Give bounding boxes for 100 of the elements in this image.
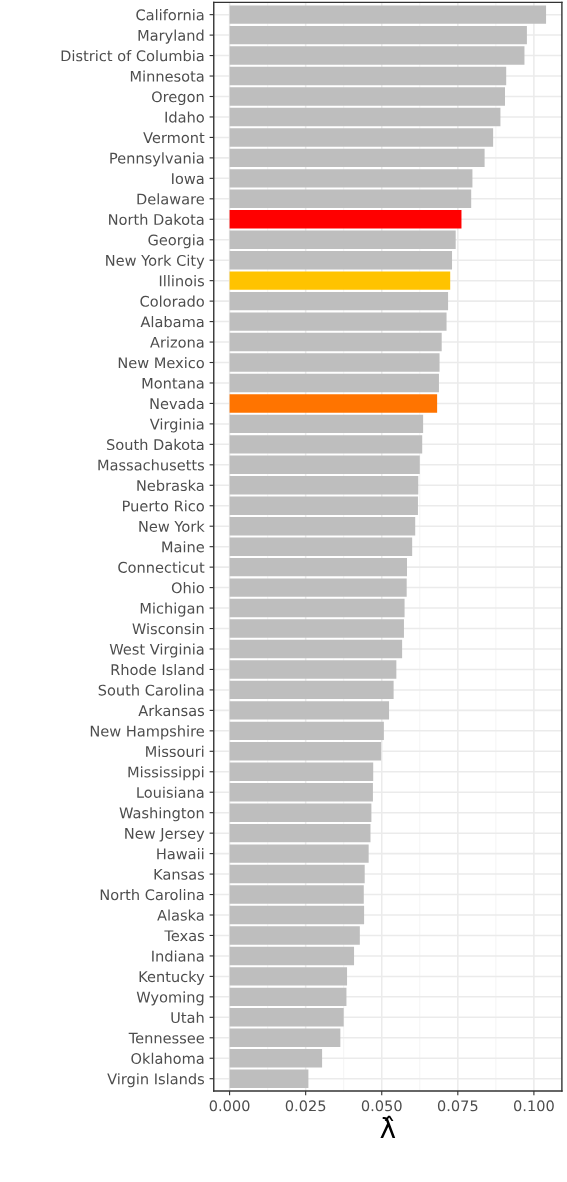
y-tick-label: Virginia (149, 418, 204, 433)
bar (229, 680, 394, 700)
bar (229, 967, 348, 986)
y-tick-label: Nebraska (137, 479, 204, 492)
bar (229, 46, 525, 65)
y-tick-label: Indiana (152, 950, 204, 962)
bar (229, 537, 413, 556)
y-tick-label: West Virginia (109, 643, 204, 658)
y-tick-label: Rhode Island (111, 663, 204, 676)
bar (229, 291, 449, 311)
bar (229, 332, 442, 352)
y-tick-label: North Carolina (100, 889, 204, 901)
bar (229, 783, 373, 802)
bar (229, 25, 527, 45)
y-tick-label: Idaho (165, 111, 204, 123)
y-tick-label: Arkansas (138, 704, 205, 717)
y-tick-label: District of Columbia (61, 50, 204, 62)
y-tick-label: Illinois (159, 275, 205, 287)
bar (229, 844, 369, 863)
y-tick-label: Nevada (150, 397, 204, 410)
y-tick-label: Delaware (137, 193, 204, 205)
bar (229, 230, 456, 249)
y-tick-label: South Dakota (107, 438, 204, 451)
y-tick-label: Utah (171, 1011, 204, 1024)
y-tick-label: New Hampshire (90, 725, 204, 740)
y-tick-label: Pennsylvania (110, 152, 204, 167)
bar (229, 312, 447, 331)
bar (229, 394, 438, 413)
y-tick-label: Montana (142, 377, 204, 389)
y-tick-label: New Jersey (125, 828, 205, 842)
bar (229, 660, 397, 679)
y-tick-label: Oregon (152, 91, 204, 106)
bar (229, 803, 372, 822)
x-tick-label: 0.100 (513, 1100, 554, 1112)
y-tick-label: Mississippi (128, 766, 204, 781)
y-tick-label: New York (139, 520, 205, 532)
y-tick-label: Ohio (171, 582, 204, 594)
y-tick-label: Kansas (154, 868, 205, 880)
bar (229, 107, 501, 127)
bar (229, 721, 384, 741)
bar (229, 189, 472, 209)
bar (229, 87, 505, 106)
bar (229, 1028, 341, 1047)
bar (229, 926, 360, 945)
y-tick-label: Georgia (148, 234, 204, 249)
bar (229, 1008, 344, 1027)
bar (229, 639, 403, 659)
bar (229, 373, 439, 393)
y-tick-label: Kentucky (139, 970, 205, 985)
y-tick-label: Wisconsin (132, 622, 204, 635)
y-tick-label: Alabama (140, 316, 204, 328)
bar (229, 435, 423, 454)
y-tick-label: Minnesota (130, 70, 204, 82)
bar (229, 905, 365, 925)
bar (229, 353, 440, 372)
x-tick-label: 0.050 (361, 1100, 402, 1112)
y-tick-label: Michigan (140, 602, 204, 617)
y-tick-label: New York City (106, 254, 205, 269)
y-tick-label: Texas (164, 930, 205, 942)
bar (229, 598, 405, 618)
bar (229, 987, 347, 1007)
y-tick-label: Massachusetts (98, 459, 205, 471)
y-tick-label: Colorado (140, 295, 204, 307)
y-tick-label: Washington (119, 807, 204, 822)
y-tick-label: Connecticut (118, 561, 205, 573)
y-tick-label: South Carolina (98, 684, 204, 696)
y-tick-label: Arizona (150, 336, 204, 348)
bar (229, 864, 365, 884)
bar (229, 210, 462, 229)
y-tick-label: North Dakota (109, 213, 204, 226)
y-tick-label: Maryland (138, 29, 204, 44)
y-tick-label: Vermont (143, 132, 205, 144)
bar (229, 557, 407, 577)
bar (229, 1069, 309, 1088)
y-tick-label: Alaska (157, 909, 204, 921)
x-tick-label: 0.025 (285, 1100, 326, 1112)
bar (229, 701, 390, 720)
y-tick-label: Missouri (146, 745, 204, 758)
bar (229, 5, 547, 24)
bar (229, 66, 507, 86)
bar (229, 742, 382, 761)
y-tick-label: Virgin Islands (107, 1073, 205, 1088)
bar (229, 496, 418, 515)
y-tick-label: California (136, 9, 204, 21)
bar (229, 578, 407, 597)
x-tick-label: 0.000 (209, 1100, 250, 1112)
y-tick-label: Oklahoma (131, 1052, 204, 1064)
bar (229, 517, 416, 536)
bar (229, 762, 374, 781)
y-tick-label: Iowa (172, 173, 204, 185)
y-tick-label: Tennessee (128, 1032, 204, 1044)
bar (229, 128, 494, 147)
bar (229, 823, 371, 843)
y-tick-label: Puerto Rico (123, 500, 204, 512)
y-tick-label: Hawaii (157, 848, 204, 860)
y-tick-label: Wyoming (136, 991, 204, 1006)
bar (229, 148, 485, 168)
bar (229, 476, 419, 495)
x-tick-label: 0.075 (437, 1100, 478, 1112)
bar (229, 619, 404, 638)
